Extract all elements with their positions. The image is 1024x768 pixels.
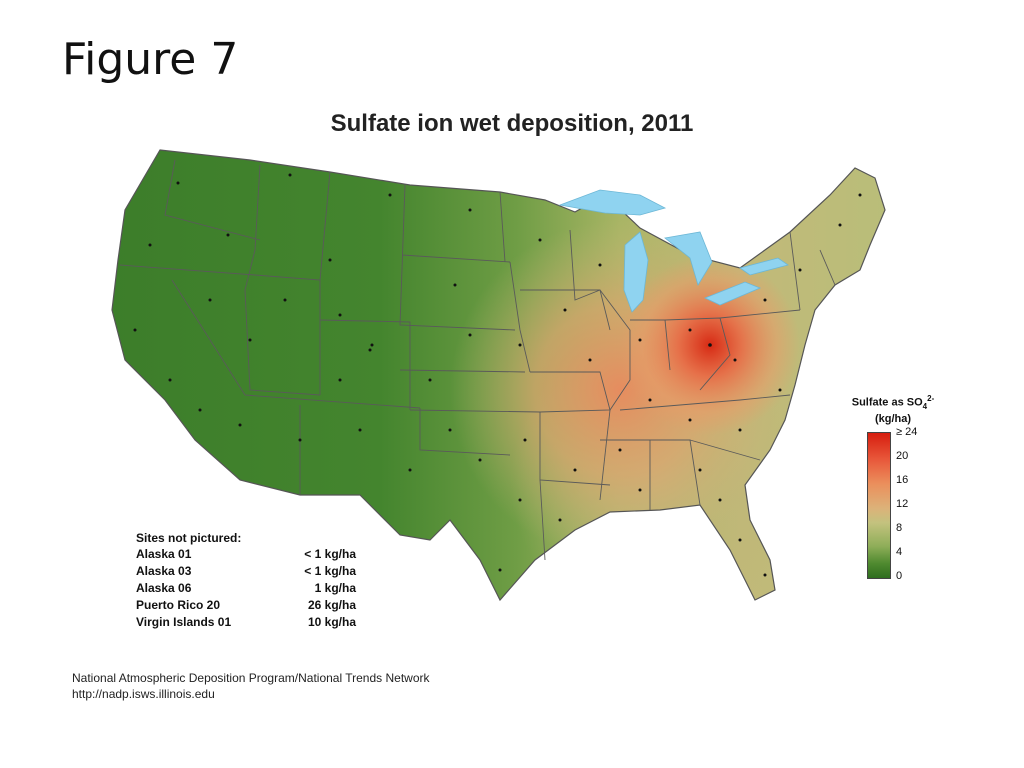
slide-title: Figure 7 — [62, 34, 239, 85]
lake-erie — [703, 281, 762, 306]
lake-ontario — [739, 257, 789, 276]
note-row: Alaska 06 1 kg/ha — [136, 581, 356, 598]
legend-title-sub: 4 — [922, 401, 928, 411]
note-site: Alaska 03 — [136, 564, 192, 578]
note-value: 10 kg/ha — [307, 615, 356, 629]
note-value: 1 kg/ha — [314, 581, 356, 595]
notes-title: Sites not pictured: — [136, 531, 242, 545]
legend-title: Sulfate as SO42- (kg/ha) — [838, 392, 948, 426]
note-row: Puerto Rico 20 26 kg/ha — [136, 598, 356, 615]
lake-michigan — [623, 231, 649, 313]
sites-not-pictured: Sites not pictured: Alaska 01 < 1 kg/ha A… — [136, 531, 356, 632]
legend-title-main: Sulfate as SO — [851, 396, 923, 409]
legend-tick: 4 — [896, 546, 903, 558]
legend-tick: 8 — [896, 522, 903, 534]
note-row: Alaska 01 < 1 kg/ha — [136, 547, 356, 564]
note-value: < 1 kg/ha — [304, 564, 356, 578]
source-credit: National Atmospheric Deposition Program/… — [72, 670, 430, 702]
note-value: 26 kg/ha — [307, 598, 356, 612]
source-url: http://nadp.isws.illinois.edu — [72, 687, 215, 701]
note-site: Virgin Islands 01 — [136, 615, 232, 629]
legend-tick: 16 — [896, 474, 909, 486]
note-value: < 1 kg/ha — [304, 547, 356, 561]
monitoring-sites — [133, 173, 862, 577]
legend-color-bar — [867, 432, 891, 579]
state-borders — [119, 159, 836, 561]
map-title: Sulfate ion wet deposition, 2011 — [330, 110, 694, 137]
us-outline — [111, 149, 886, 602]
note-site: Alaska 06 — [136, 581, 192, 595]
lake-huron — [664, 231, 713, 286]
source-org: National Atmospheric Deposition Program/… — [72, 671, 430, 685]
note-site: Alaska 01 — [136, 547, 192, 561]
legend-title-sup: 2- — [927, 394, 935, 403]
note-row: Virgin Islands 01 10 kg/ha — [136, 615, 356, 632]
great-lakes — [558, 189, 789, 313]
legend-tick: 0 — [896, 570, 903, 582]
legend-units: (kg/ha) — [874, 412, 912, 425]
note-site: Puerto Rico 20 — [136, 598, 221, 612]
legend-tick: 20 — [896, 450, 909, 462]
note-row: Alaska 03 < 1 kg/ha — [136, 564, 356, 581]
legend-tick: ≥ 24 — [896, 426, 918, 438]
legend-tick: 12 — [896, 498, 909, 510]
lake-superior — [558, 189, 667, 216]
